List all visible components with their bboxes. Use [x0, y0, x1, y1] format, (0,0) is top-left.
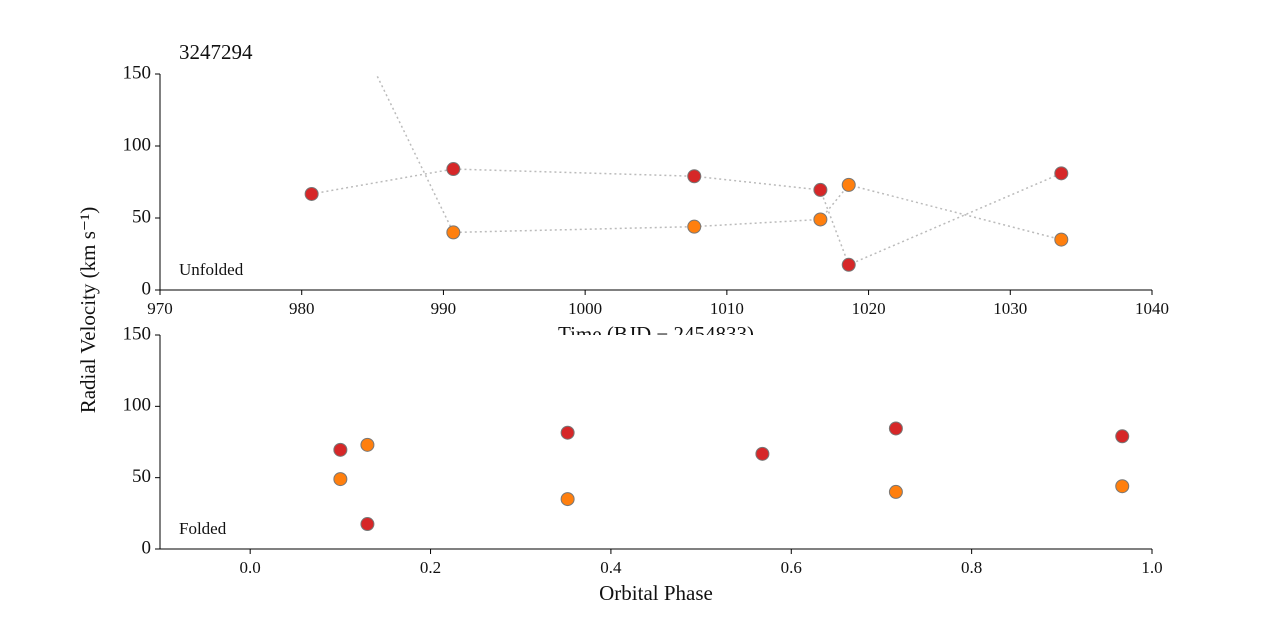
y-tick-label: 100 — [123, 134, 152, 155]
chart-title: 3247294 — [179, 40, 253, 64]
data-point — [888, 421, 903, 436]
x-tick-label: 1040 — [1135, 299, 1169, 318]
x-tick-label: 970 — [147, 299, 173, 318]
data-point — [360, 517, 375, 532]
axes-background — [160, 74, 1152, 290]
x-tick-label: 1000 — [568, 299, 602, 318]
data-point — [841, 257, 856, 272]
data-point — [304, 186, 319, 201]
x-tick-label: 980 — [289, 299, 315, 318]
data-point — [1115, 479, 1130, 494]
data-point — [560, 425, 575, 440]
data-point — [813, 182, 828, 197]
data-point — [446, 162, 461, 177]
x-tick-label: 1030 — [993, 299, 1027, 318]
series-line — [311, 168, 1062, 266]
x-tick-label: 1.0 — [1141, 558, 1162, 577]
data-point — [687, 169, 702, 184]
data-point — [446, 225, 461, 240]
panel-label: Folded — [179, 519, 227, 538]
data-point — [687, 219, 702, 234]
x-tick-label: 1020 — [852, 299, 886, 318]
axes-background — [160, 335, 1152, 549]
y-tick-label: 50 — [132, 206, 151, 227]
x-tick-label: 0.2 — [420, 558, 441, 577]
y-tick-label: 0 — [142, 537, 152, 558]
x-tick-label: 0.8 — [961, 558, 982, 577]
data-point — [1054, 232, 1069, 247]
data-point — [360, 437, 375, 452]
x-tick-label: 0.6 — [781, 558, 802, 577]
x-tick-label: 990 — [431, 299, 457, 318]
x-tick-label: 0.0 — [240, 558, 261, 577]
data-point — [755, 446, 770, 461]
plot-area — [304, 74, 1069, 272]
panel-label: Unfolded — [179, 260, 244, 279]
x-axis-label: Orbital Phase — [599, 581, 713, 605]
y-tick-label: 100 — [123, 395, 152, 416]
y-tick-label: 150 — [123, 323, 152, 344]
plot-area — [333, 421, 1130, 532]
x-tick-label: 0.4 — [600, 558, 622, 577]
data-point — [1115, 429, 1130, 444]
data-point — [813, 212, 828, 227]
data-point — [888, 484, 903, 499]
data-point — [560, 492, 575, 507]
data-point — [1054, 166, 1069, 181]
data-point — [841, 177, 856, 192]
y-tick-label: 150 — [123, 62, 152, 83]
x-tick-label: 1010 — [710, 299, 744, 318]
y-axis-label: Radial Velocity (km s⁻¹) — [76, 207, 100, 414]
data-point — [333, 472, 348, 487]
data-point — [333, 442, 348, 457]
y-tick-label: 0 — [142, 278, 152, 299]
y-tick-label: 50 — [132, 466, 151, 487]
